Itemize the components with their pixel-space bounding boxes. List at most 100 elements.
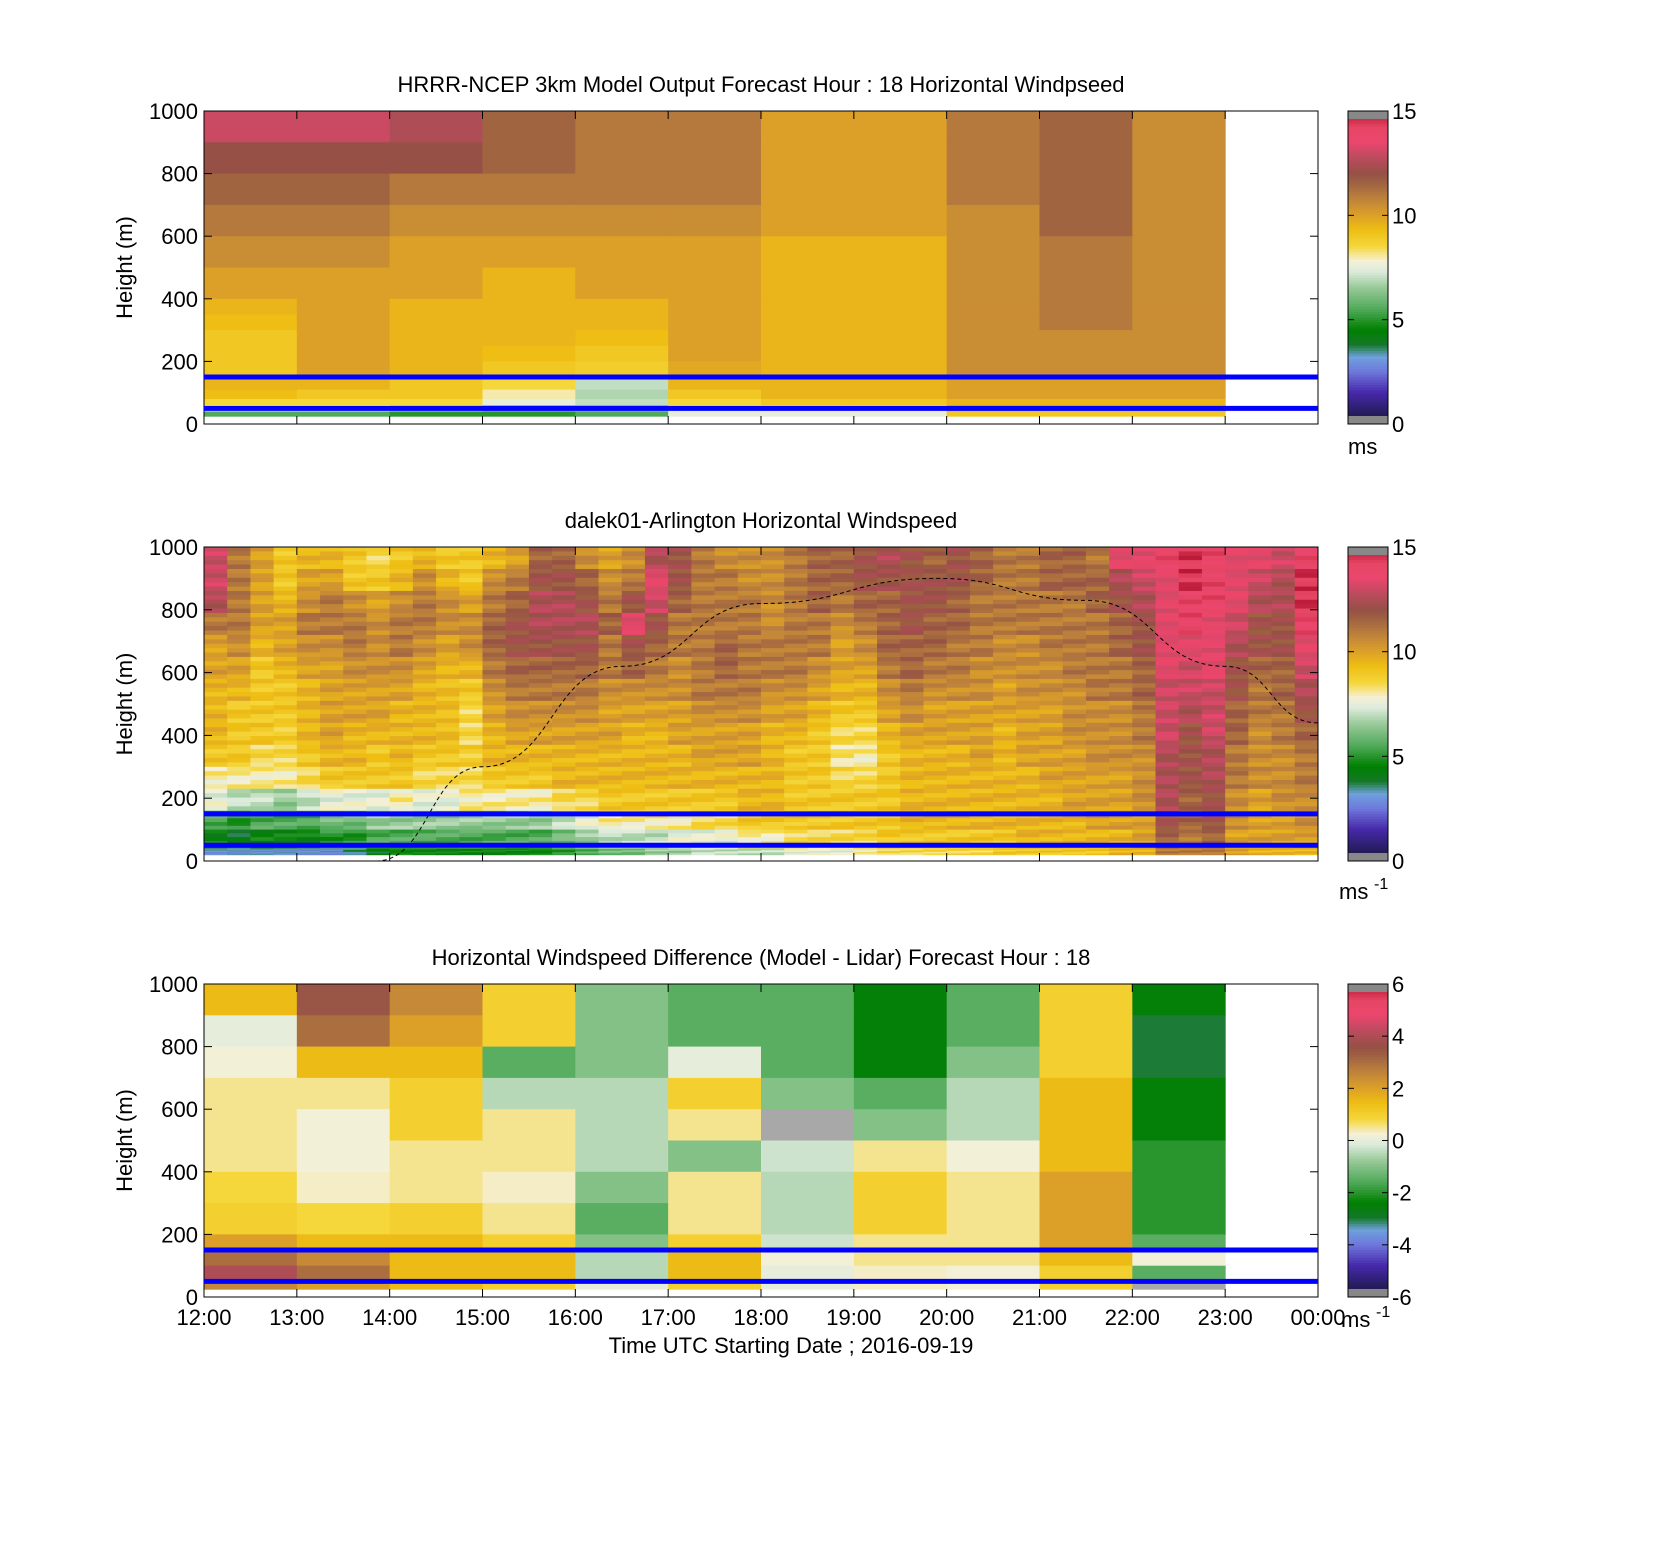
- heatmap-cell: [1085, 731, 1110, 737]
- heatmap-cell: [412, 797, 437, 803]
- heatmap-cell: [575, 1046, 669, 1079]
- heatmap-cell: [273, 736, 298, 741]
- heatmap-cell: [273, 806, 298, 812]
- heatmap-cell: [714, 648, 739, 654]
- heatmap-cell: [1132, 801, 1157, 807]
- heatmap-cell: [412, 564, 437, 570]
- colorbar-step: [1348, 189, 1388, 193]
- heatmap-cell: [320, 779, 344, 785]
- heatmap-cell: [946, 833, 971, 838]
- heatmap-cell: [343, 744, 367, 750]
- heatmap-cell: [366, 736, 391, 741]
- heatmap-cell: [877, 797, 901, 803]
- heatmap-cell: [320, 705, 344, 711]
- heatmap-cell: [273, 779, 298, 785]
- heatmap-cell: [946, 853, 971, 856]
- heatmap-cell: [552, 590, 576, 596]
- colorbar-step: [1348, 840, 1388, 844]
- heatmap-cell: [343, 582, 367, 588]
- heatmap-cell: [1132, 1203, 1226, 1235]
- heatmap-cell: [853, 643, 878, 649]
- heatmap-cell: [853, 1265, 948, 1282]
- heatmap-cell: [644, 771, 669, 777]
- heatmap-cell: [668, 853, 692, 856]
- heatmap-cell: [1062, 837, 1087, 842]
- heatmap-cell: [1178, 736, 1203, 741]
- heatmap-cell: [528, 595, 553, 601]
- heatmap-cell: [1132, 744, 1157, 750]
- heatmap-cell: [621, 665, 646, 671]
- heatmap-cell: [714, 551, 739, 557]
- heatmap-cell: [1178, 661, 1203, 667]
- heatmap-cell: [1201, 801, 1226, 807]
- heatmap-cell: [1132, 766, 1157, 772]
- heatmap-cell: [227, 793, 251, 799]
- colorbar-step: [1348, 1062, 1388, 1066]
- heatmap-cell: [1016, 678, 1040, 684]
- heatmap-cell: [807, 617, 832, 623]
- heatmap-cell: [1132, 848, 1157, 851]
- heatmap-cell: [900, 700, 924, 706]
- colorbar-step: [1348, 581, 1388, 585]
- heatmap-cell: [552, 582, 576, 588]
- heatmap-cell: [1201, 687, 1226, 693]
- heatmap-cell: [459, 814, 483, 819]
- colorbar-step: [1348, 659, 1388, 663]
- heatmap-cell: [853, 586, 878, 592]
- heatmap-cell: [389, 784, 414, 790]
- heatmap-cell: [320, 692, 344, 697]
- heatmap-cell: [644, 621, 669, 627]
- heatmap-cell: [1039, 852, 1064, 854]
- heatmap-cell: [505, 582, 530, 588]
- heatmap-cell: [1294, 852, 1319, 854]
- colorbar-step: [1348, 1200, 1388, 1204]
- y-tick-label: 600: [161, 1097, 198, 1122]
- heatmap-cell: [784, 731, 808, 737]
- heatmap-cell: [946, 612, 971, 618]
- heatmap-cell: [250, 709, 275, 715]
- heatmap-cell: [204, 1015, 298, 1048]
- heatmap-cell: [575, 582, 600, 588]
- heatmap-cell: [505, 762, 530, 768]
- heatmap-cell: [853, 582, 878, 588]
- heatmap-cell: [482, 1046, 576, 1079]
- colorbar-step: [1348, 727, 1388, 731]
- x-tick-label: 20:00: [919, 1305, 974, 1330]
- heatmap-cell: [598, 656, 623, 662]
- colorbar-step: [1348, 751, 1388, 755]
- heatmap-cell: [877, 683, 901, 689]
- heatmap-cell: [1178, 825, 1203, 831]
- heatmap-cell: [343, 656, 367, 662]
- heatmap-cell: [552, 683, 576, 689]
- heatmap-cell: [598, 814, 623, 819]
- heatmap-cell: [691, 788, 716, 794]
- heatmap-cell: [737, 582, 762, 588]
- heatmap-cell: [807, 852, 832, 854]
- heatmap-cell: [482, 814, 507, 819]
- heatmap-cell: [1248, 753, 1273, 759]
- heatmap-cell: [505, 852, 530, 854]
- heatmap-cell: [436, 736, 460, 741]
- heatmap-cell: [528, 762, 553, 768]
- heatmap-cell: [459, 696, 483, 702]
- colorbar-step: [1348, 1140, 1388, 1144]
- heatmap-cell: [946, 142, 1040, 175]
- heatmap-cell: [1062, 643, 1087, 649]
- heatmap-cell: [204, 595, 228, 601]
- heatmap-cell: [343, 674, 367, 680]
- colorbar-step: [1348, 832, 1388, 836]
- heatmap-cell: [1248, 604, 1273, 610]
- heatmap-cell: [1248, 555, 1273, 561]
- heatmap-cell: [343, 758, 367, 763]
- heatmap-cell: [1155, 762, 1180, 768]
- heatmap-cell: [946, 634, 971, 640]
- heatmap-cell: [969, 837, 994, 842]
- heatmap-cell: [343, 621, 367, 627]
- heatmap-cell: [993, 775, 1017, 781]
- heatmap-cell: [482, 573, 507, 579]
- colorbar-step: [1348, 1184, 1388, 1188]
- heatmap-cell: [482, 652, 507, 658]
- heatmap-cell: [505, 814, 530, 819]
- heatmap-cell: [1294, 727, 1319, 733]
- heatmap-cell: [1109, 683, 1133, 689]
